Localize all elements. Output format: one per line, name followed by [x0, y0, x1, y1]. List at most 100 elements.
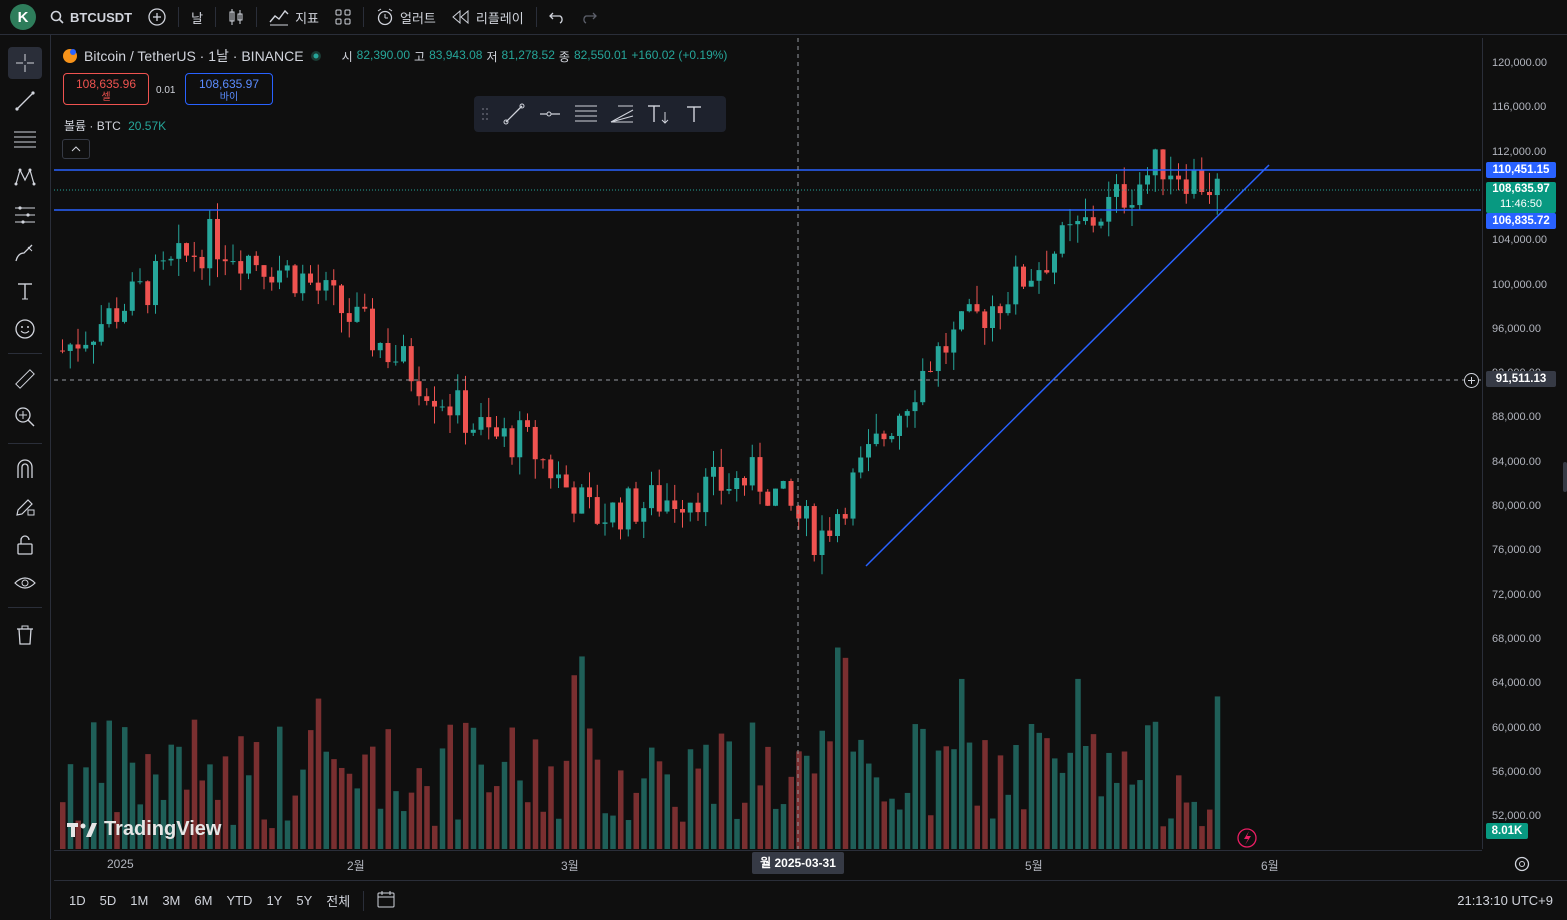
price-tick: 84,000.00 [1492, 455, 1541, 468]
price-axis[interactable] [1482, 38, 1567, 849]
draw-channel-button[interactable] [568, 96, 604, 132]
goto-date-button[interactable] [370, 890, 402, 911]
volume-bar [1067, 752, 1073, 849]
search-icon [50, 10, 64, 24]
price-tick: 104,000.00 [1492, 234, 1548, 247]
indicators-button[interactable]: 지표 [261, 0, 327, 34]
remove-tool[interactable] [8, 619, 42, 651]
volume-bar [966, 742, 973, 849]
brush-tool[interactable] [8, 237, 42, 269]
lock-tool[interactable] [8, 529, 42, 561]
buy-button[interactable]: 108,635.97 바이 [185, 73, 273, 105]
draw-horizontal-ray-button[interactable] [532, 96, 568, 132]
stay-drawing-tool[interactable] [8, 491, 42, 523]
price-chart[interactable] [54, 38, 1481, 849]
draw-trendline-button[interactable] [496, 96, 532, 132]
candle-body [602, 522, 608, 524]
volume-bar [1191, 801, 1197, 849]
candle-body [362, 306, 368, 309]
forecast-icon [15, 206, 35, 224]
chart-type-button[interactable] [220, 0, 252, 34]
volume-bar [703, 744, 709, 849]
tradingview-logo[interactable]: TradingView [66, 818, 221, 841]
chevron-up-icon [71, 146, 81, 152]
drag-handle[interactable] [474, 96, 496, 132]
range-1m[interactable]: 1M [130, 893, 149, 908]
candle-body [757, 457, 763, 492]
forecast-tool[interactable] [8, 199, 42, 231]
draw-text-button[interactable] [676, 96, 712, 132]
volume-bar [362, 754, 368, 849]
pattern-tool[interactable] [8, 161, 42, 193]
volume-bar [618, 770, 624, 849]
compare-button[interactable] [140, 0, 174, 34]
trendline[interactable] [865, 164, 1270, 567]
symbol-search[interactable]: BTCUSDT [42, 0, 140, 34]
range-all[interactable]: 전체 [326, 894, 351, 909]
volume-bar [858, 739, 864, 849]
draw-fib-button[interactable] [604, 96, 640, 132]
candle-body [478, 417, 484, 430]
candle-body [982, 311, 988, 328]
candle-body [734, 477, 740, 489]
undo-button[interactable] [541, 0, 573, 34]
fib-tool[interactable] [8, 123, 42, 155]
symbol-title[interactable]: Bitcoin / TetherUS · 1날 · BINANCE [84, 48, 304, 64]
volume-bar [432, 825, 438, 849]
replay-button[interactable]: 리플레이 [444, 0, 532, 34]
redo-icon [583, 12, 597, 24]
volume-bar [935, 750, 942, 849]
candle-body [377, 342, 383, 351]
magnet-tool[interactable] [8, 453, 42, 485]
volume-bar [672, 806, 678, 849]
draw-text-anchored-button[interactable] [640, 96, 676, 132]
volume-bar [354, 788, 360, 849]
alert-button[interactable]: 얼러트 [368, 0, 444, 34]
trendline-tool[interactable] [8, 85, 42, 117]
divider [256, 7, 258, 27]
candle-body [517, 420, 523, 458]
divider [8, 607, 42, 608]
range-1d[interactable]: 1D [69, 893, 86, 908]
range-6m[interactable]: 6M [194, 893, 213, 908]
range-ytd[interactable]: YTD [226, 893, 253, 908]
volume-legend[interactable]: 볼륨 · BTC 20.57K [64, 117, 166, 134]
redo-button[interactable] [573, 0, 605, 34]
ohlc-values: 시 82,390.00 고 83,943.08 저 81,278.52 종 82,550… [342, 48, 728, 65]
candle-body [331, 280, 337, 286]
range-3m[interactable]: 3M [162, 893, 181, 908]
candle-body [579, 487, 585, 514]
sell-button[interactable]: 108,635.96 셀 [63, 73, 149, 105]
candle-body [726, 488, 732, 491]
layouts-button[interactable] [327, 0, 359, 34]
zoom-tool[interactable] [8, 401, 42, 433]
range-5y[interactable]: 5Y [296, 893, 313, 908]
volume-bar [850, 751, 856, 849]
ruler-icon [15, 369, 35, 389]
flash-icon[interactable] [1237, 828, 1257, 848]
crosshair-tool[interactable] [8, 47, 42, 79]
volume-bar [1106, 752, 1112, 849]
range-1y[interactable]: 1Y [266, 893, 283, 908]
plus-circle-icon [148, 8, 166, 26]
hide-tool[interactable] [8, 567, 42, 599]
price-tick: 100,000.00 [1492, 278, 1548, 291]
text-tool[interactable] [8, 275, 42, 307]
interval-button[interactable]: 날 [191, 10, 204, 26]
add-alert-crosshair-button[interactable] [1463, 372, 1480, 389]
volume-bar [1090, 734, 1097, 849]
measure-tool[interactable] [8, 363, 42, 395]
chart-settings-button[interactable] [1513, 855, 1531, 876]
user-avatar[interactable]: K [10, 4, 36, 30]
range-5d[interactable]: 5D [99, 893, 117, 908]
volume-bar [943, 746, 949, 849]
clock-timezone[interactable]: 21:13:10 UTC+9 [1457, 893, 1553, 908]
candle-body [935, 346, 941, 372]
time-axis[interactable] [54, 850, 1482, 878]
smiley-icon [15, 319, 35, 339]
candle-body [509, 428, 515, 458]
price-tick: 116,000.00 [1492, 101, 1547, 114]
volume-bar [129, 762, 136, 849]
emoji-tool[interactable] [8, 313, 42, 345]
collapse-legend-button[interactable] [62, 139, 90, 159]
